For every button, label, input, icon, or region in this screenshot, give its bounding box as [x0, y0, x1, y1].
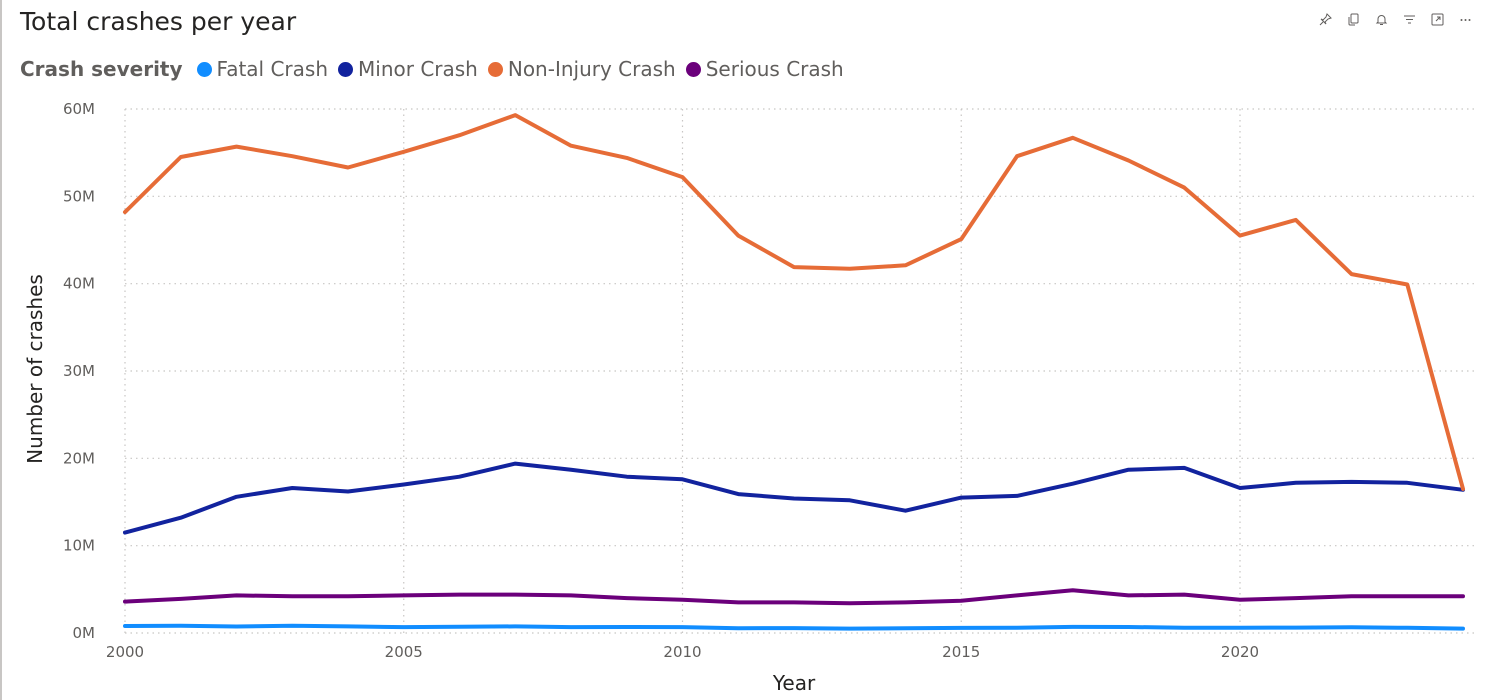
pin-icon[interactable]	[1318, 12, 1332, 26]
visual-header-toolbar	[1318, 12, 1472, 26]
legend-title: Crash severity	[20, 57, 183, 81]
y-tick-label: 50M	[63, 187, 95, 205]
legend-label: Serious Crash	[705, 57, 844, 81]
y-tick-label: 30M	[63, 362, 95, 380]
copy-icon[interactable]	[1346, 12, 1360, 26]
y-tick-label: 10M	[63, 537, 95, 555]
chart-legend: Crash severity Fatal Crash Minor Crash N…	[20, 57, 854, 81]
x-tick-label: 2005	[385, 643, 423, 661]
y-axis-title: Number of crashes	[23, 274, 47, 464]
x-tick-label: 2020	[1221, 643, 1259, 661]
legend-marker-icon	[685, 61, 701, 77]
legend-item-serious-crash[interactable]: Serious Crash	[685, 57, 844, 81]
legend-label: Minor Crash	[358, 57, 478, 81]
bell-icon[interactable]	[1374, 12, 1388, 26]
legend-item-fatal-crash[interactable]: Fatal Crash	[196, 57, 329, 81]
chart-title: Total crashes per year	[20, 7, 297, 36]
legend-item-minor-crash[interactable]: Minor Crash	[338, 57, 478, 81]
more-options-icon[interactable]	[1458, 12, 1472, 26]
y-tick-label: 40M	[63, 275, 95, 293]
x-tick-label: 2010	[663, 643, 701, 661]
legend-item-non-injury-crash[interactable]: Non-Injury Crash	[487, 57, 676, 81]
legend-marker-icon	[196, 61, 212, 77]
x-tick-label: 2000	[106, 643, 144, 661]
filter-icon[interactable]	[1402, 12, 1416, 26]
series-line-minor-crash	[123, 461, 1465, 535]
y-tick-label: 60M	[63, 100, 95, 118]
y-tick-label: 20M	[63, 449, 95, 467]
x-axis-title: Year	[772, 671, 816, 695]
series-line-serious-crash	[123, 588, 1465, 606]
legend-marker-icon	[338, 61, 354, 77]
x-tick-label: 2015	[942, 643, 980, 661]
legend-marker-icon	[487, 61, 503, 77]
series-line-non-injury-crash	[123, 113, 1465, 491]
legend-label: Non-Injury Crash	[507, 57, 676, 81]
series-line-fatal-crash	[123, 623, 1465, 631]
legend-label: Fatal Crash	[216, 57, 329, 81]
focus-mode-icon[interactable]	[1430, 12, 1444, 26]
y-tick-label: 0M	[73, 624, 96, 642]
